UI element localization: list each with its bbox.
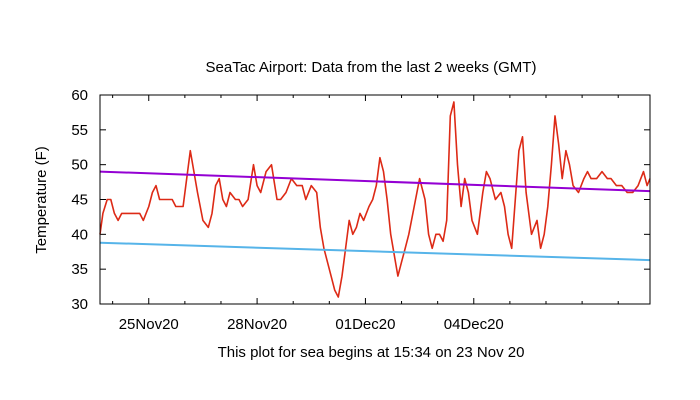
series-trend-lower [99,241,651,262]
x-tick-label: 01Dec20 [335,316,395,333]
ticks-layer: 30 35 40 45 50 55 60 25Nov20 28Nov20 01Dec20 04Dec… [71,87,650,333]
series-observed-temperature [99,101,651,298]
x-tick-label: 04Dec20 [444,316,504,333]
chart-title: SeaTac Airport: Data from the last 2 wee… [206,59,537,76]
series-layer [99,101,651,298]
y-tick-label: 35 [71,261,88,278]
y-tick-label: 55 [71,122,88,139]
series-trend-upper [99,170,651,193]
y-tick-label: 30 [71,296,88,313]
x-tick-label: 25Nov20 [119,316,179,333]
y-tick-label: 40 [71,226,88,243]
x-axis-label: This plot for sea begins at 15:34 on 23 … [218,344,525,361]
y-tick-label: 60 [71,87,88,104]
y-axis-label: Temperature (F) [33,146,50,254]
plot-frame [99,94,651,305]
y-tick-label: 50 [71,157,88,174]
x-tick-label: 28Nov20 [227,316,287,333]
y-tick-label: 45 [71,192,88,209]
